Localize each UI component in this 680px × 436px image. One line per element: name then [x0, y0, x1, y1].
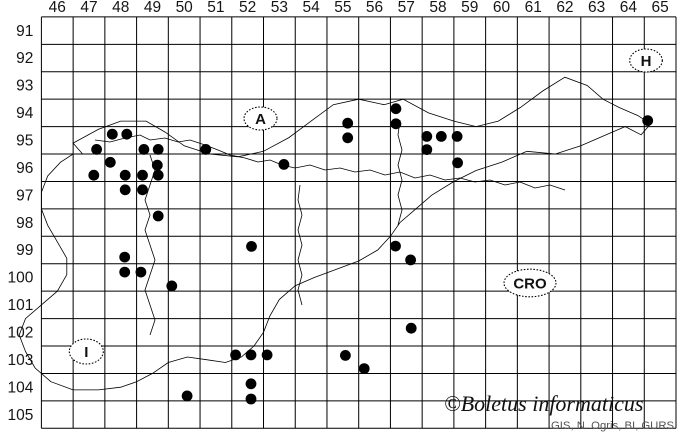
svg-text:57: 57 [398, 0, 415, 16]
svg-text:©Boletus informaticus: ©Boletus informaticus [444, 391, 643, 416]
svg-text:50: 50 [176, 0, 194, 16]
svg-text:95: 95 [16, 133, 33, 150]
svg-text:96: 96 [16, 160, 33, 177]
svg-text:63: 63 [588, 0, 605, 16]
svg-text:94: 94 [16, 105, 34, 122]
svg-text:101: 101 [8, 297, 34, 314]
svg-text:59: 59 [461, 0, 478, 16]
svg-text:103: 103 [8, 352, 34, 369]
svg-text:100: 100 [8, 270, 34, 287]
svg-text:64: 64 [620, 0, 638, 16]
svg-text:52: 52 [239, 0, 256, 16]
svg-text:49: 49 [144, 0, 161, 16]
svg-text:54: 54 [302, 0, 320, 16]
svg-text:53: 53 [271, 0, 288, 16]
svg-text:H: H [641, 53, 652, 70]
svg-text:62: 62 [556, 0, 573, 16]
svg-text:48: 48 [112, 0, 129, 16]
svg-text:60: 60 [493, 0, 511, 16]
svg-text:105: 105 [8, 407, 34, 424]
svg-text:99: 99 [16, 242, 33, 259]
svg-text:65: 65 [652, 0, 669, 16]
svg-text:61: 61 [525, 0, 542, 16]
svg-text:104: 104 [8, 379, 34, 396]
svg-text:55: 55 [334, 0, 351, 16]
svg-text:A: A [255, 111, 266, 128]
svg-text:93: 93 [16, 78, 33, 95]
svg-text:98: 98 [16, 215, 33, 232]
svg-text:56: 56 [366, 0, 383, 16]
svg-text:91: 91 [16, 23, 33, 40]
svg-text:CRO: CRO [513, 275, 547, 292]
svg-text:I: I [84, 344, 88, 361]
svg-text:58: 58 [429, 0, 446, 16]
svg-text:GIS, N. Ogris, BI, GURS: GIS, N. Ogris, BI, GURS [551, 420, 674, 432]
svg-text:47: 47 [80, 0, 97, 16]
svg-text:92: 92 [16, 50, 33, 67]
svg-text:51: 51 [207, 0, 224, 16]
svg-text:97: 97 [16, 187, 33, 204]
svg-text:46: 46 [49, 0, 66, 16]
